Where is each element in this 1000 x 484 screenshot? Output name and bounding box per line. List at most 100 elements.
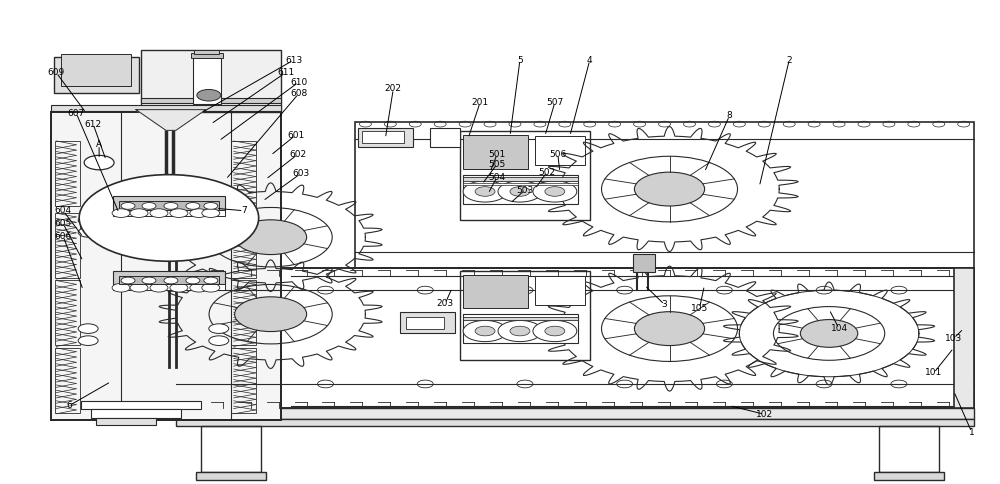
Circle shape [84,155,114,170]
Text: 504: 504 [488,172,506,182]
Bar [113,197,225,210]
Text: 7: 7 [241,206,247,215]
Circle shape [78,324,98,333]
Bar [81,401,201,409]
Circle shape [130,284,148,292]
Bar [141,49,281,112]
Circle shape [235,220,307,255]
Text: 608: 608 [290,89,307,98]
Bar [51,112,281,420]
Circle shape [190,209,208,217]
Bar [358,128,413,147]
Text: 101: 101 [925,368,942,378]
Bar [879,426,939,471]
Circle shape [545,326,565,336]
Bar [55,281,80,346]
Circle shape [170,209,188,217]
Bar [176,269,974,408]
Text: 202: 202 [385,85,402,93]
Circle shape [209,336,229,346]
Bar [463,135,528,169]
Bar [633,254,655,272]
Circle shape [634,312,705,346]
Circle shape [498,181,542,202]
Circle shape [533,320,577,342]
Bar [141,98,281,104]
Text: 102: 102 [756,410,773,419]
Bar [460,271,590,360]
Text: 8: 8 [726,111,732,121]
Circle shape [209,227,229,237]
Text: 105: 105 [691,304,708,313]
Text: 103: 103 [945,334,962,343]
Text: 5: 5 [517,56,523,64]
Text: 3: 3 [662,300,667,309]
Bar [463,175,578,203]
Circle shape [202,284,220,292]
Bar [362,131,404,143]
Circle shape [79,175,259,261]
Text: A: A [96,140,102,149]
Circle shape [78,227,98,237]
Text: 601: 601 [287,131,304,140]
Bar [535,276,585,304]
Text: 611: 611 [277,68,294,77]
Circle shape [121,202,135,209]
Circle shape [197,90,221,101]
Text: 602: 602 [289,150,306,159]
Text: 603: 603 [292,169,309,178]
Circle shape [186,277,200,284]
Circle shape [78,336,98,346]
Circle shape [800,319,858,348]
Circle shape [164,277,178,284]
Circle shape [235,297,307,332]
Bar [954,269,974,408]
Text: 613: 613 [285,56,302,64]
Circle shape [130,209,148,217]
Bar [463,183,578,185]
Circle shape [190,284,208,292]
Text: 506: 506 [549,150,566,159]
Bar [113,284,225,290]
Text: 505: 505 [488,160,506,168]
Circle shape [545,187,565,197]
Bar [535,136,585,165]
Circle shape [150,284,168,292]
Circle shape [150,209,168,217]
Bar [231,213,256,278]
Text: 604: 604 [55,206,72,215]
Text: 1: 1 [969,427,975,437]
Bar [113,210,225,215]
Text: 6: 6 [66,401,72,410]
Bar [430,128,460,147]
Bar [400,312,455,333]
Text: 605: 605 [55,219,72,228]
Bar [51,105,281,111]
Circle shape [510,187,530,197]
Bar [231,348,256,413]
Bar [54,57,139,93]
Bar [55,348,80,413]
Bar [113,271,225,284]
Text: 610: 610 [290,78,307,87]
Bar [119,276,219,284]
Bar [463,314,578,343]
Circle shape [78,215,98,225]
Bar [51,112,281,420]
Circle shape [510,326,530,336]
Circle shape [186,202,200,209]
Bar [201,426,261,471]
Bar [61,54,131,86]
Text: 104: 104 [830,324,848,333]
Circle shape [170,284,188,292]
Circle shape [463,181,507,202]
Circle shape [142,277,156,284]
Text: 4: 4 [587,56,593,64]
Polygon shape [136,110,206,130]
Circle shape [475,187,495,197]
Text: 507: 507 [546,98,563,107]
Bar [463,317,578,320]
Circle shape [112,209,130,217]
Text: 609: 609 [48,68,65,77]
Bar [194,49,219,54]
